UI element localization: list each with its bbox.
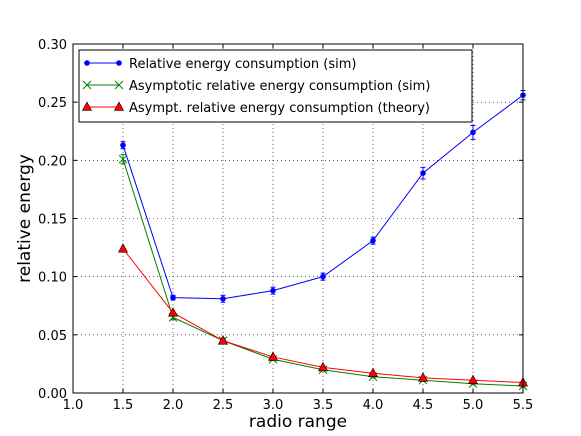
y-tick-label: 0.05 (38, 329, 67, 344)
legend: Relative energy consumption (sim) Asympto… (78, 49, 473, 123)
data-point (418, 372, 428, 382)
data-point (468, 374, 478, 385)
data-point (318, 361, 328, 372)
series-2 (118, 243, 528, 387)
data-point (168, 307, 178, 317)
y-tick-label: 0.10 (38, 271, 67, 286)
x-tick-label: 5.5 (513, 398, 534, 413)
y-tick-label: 0.30 (38, 38, 67, 53)
data-point (116, 60, 122, 66)
data-point (368, 367, 378, 378)
x-tick-label: 1.5 (113, 398, 134, 413)
data-point (470, 129, 476, 136)
x-tick-label: 4.5 (413, 398, 434, 413)
data-point (118, 154, 128, 164)
y-tick-label: 0.15 (38, 213, 67, 228)
data-point (218, 335, 228, 345)
data-point (220, 295, 226, 302)
marker-stroke (114, 80, 124, 90)
legend-entry: Asymptotic relative energy consumption (… (82, 79, 430, 94)
data-point (270, 287, 276, 294)
legend-box (78, 49, 473, 123)
data-point (82, 80, 92, 90)
data-point (268, 351, 278, 361)
x-axis-label: radio range (249, 412, 347, 432)
data-point (370, 237, 376, 244)
x-tick-label: 1.0 (63, 398, 84, 413)
legend-label: Relative energy consumption (sim) (129, 57, 356, 72)
data-point (114, 80, 124, 90)
legend-label: Asympt. relative energy consumption (the… (129, 101, 430, 116)
ticks: 1.0 1.5 2.0 2.5 3.0 3.5 4.0 4.5 5.0 5.5 0.00 0.05 0.… (38, 38, 533, 413)
marker-stroke (118, 154, 128, 164)
data-point (114, 101, 124, 111)
y-tick-label: 0.00 (38, 387, 67, 402)
y-tick-label: 0.25 (38, 96, 67, 111)
data-point (82, 101, 92, 111)
x-tick-label: 3.0 (263, 398, 284, 413)
data-point (170, 294, 176, 301)
data-point (420, 170, 426, 176)
series-0 (120, 90, 526, 303)
data-point (120, 142, 126, 149)
marker-stroke (82, 80, 92, 90)
legend-entry: Relative energy consumption (sim) (84, 57, 356, 72)
data-point (320, 273, 326, 280)
legend-label: Asymptotic relative energy consumption (… (129, 79, 430, 94)
data-point (118, 243, 128, 253)
x-tick-label: 2.0 (163, 398, 184, 413)
data-point (84, 60, 90, 66)
x-tick-label: 3.5 (313, 398, 334, 413)
y-axis-label: relative energy (15, 154, 35, 283)
x-tick-label: 4.0 (363, 398, 384, 413)
x-tick-label: 2.5 (213, 398, 234, 413)
series-layer (118, 90, 528, 391)
legend-entry: Asympt. relative energy consumption (the… (82, 101, 430, 116)
x-tick-label: 5.0 (463, 398, 484, 413)
y-tick-label: 0.20 (38, 154, 67, 169)
